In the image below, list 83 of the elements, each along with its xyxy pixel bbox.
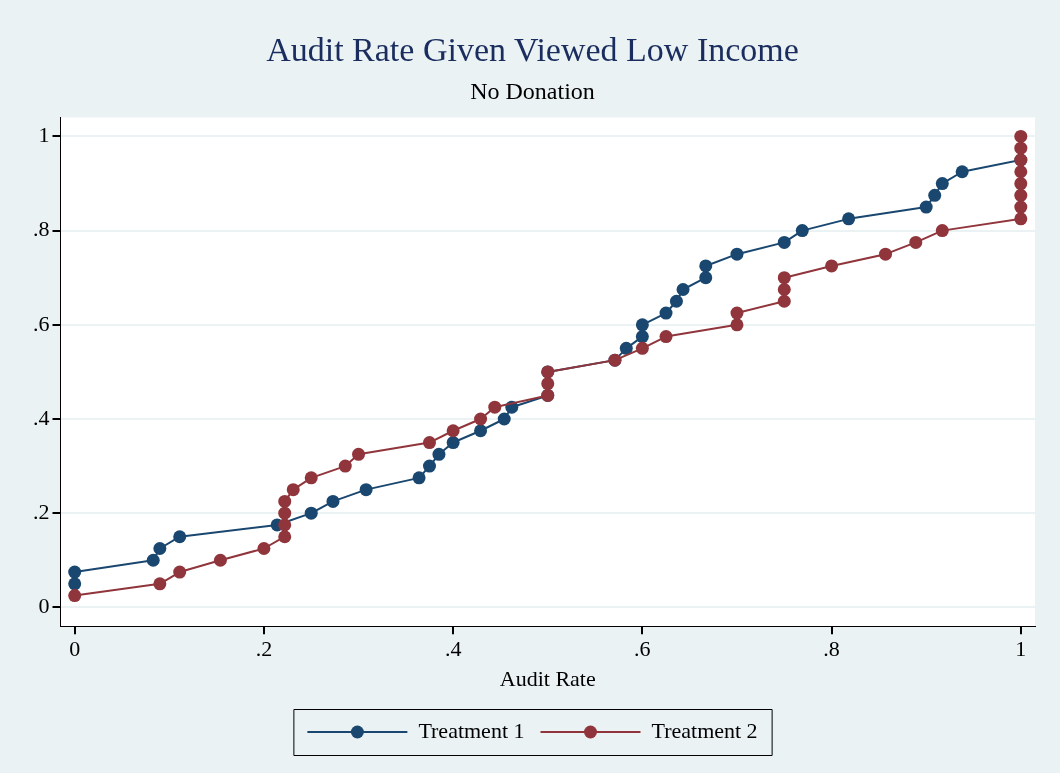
point: [304, 506, 318, 520]
point: [909, 235, 923, 249]
point: [422, 436, 436, 450]
point: [359, 483, 373, 497]
y-tick-label: 0: [38, 593, 50, 619]
point: [635, 341, 649, 355]
point: [935, 177, 949, 191]
x-tick-label: .4: [444, 636, 462, 662]
y-tick-label: .4: [33, 404, 50, 430]
point: [446, 424, 460, 438]
point: [659, 330, 673, 344]
y-tick-label: .6: [33, 310, 50, 336]
point: [919, 200, 933, 214]
point: [278, 494, 292, 508]
point: [278, 506, 292, 520]
point: [825, 259, 839, 273]
x-axis-title: Audit Rate: [499, 665, 596, 691]
point: [1014, 141, 1028, 155]
point: [928, 188, 942, 202]
point: [432, 447, 446, 461]
point: [213, 553, 227, 567]
point: [153, 577, 167, 591]
point: [635, 318, 649, 332]
point: [68, 565, 82, 579]
point: [955, 165, 969, 179]
point: [1014, 177, 1028, 191]
y-tick-label: .8: [33, 216, 50, 242]
point: [619, 341, 633, 355]
point: [1014, 200, 1028, 214]
point: [488, 400, 502, 414]
x-tick-label: .6: [634, 636, 651, 662]
legend-label: Treatment 1: [418, 717, 525, 743]
point: [842, 212, 856, 226]
point: [669, 294, 683, 308]
y-tick-label: 1: [38, 122, 50, 148]
point: [68, 577, 82, 591]
point: [286, 483, 300, 497]
point: [278, 518, 292, 532]
point: [1014, 212, 1028, 226]
point: [699, 259, 713, 273]
legend-label: Treatment 2: [651, 717, 758, 743]
point: [173, 530, 187, 544]
point: [304, 471, 318, 485]
point: [422, 459, 436, 473]
point: [338, 459, 352, 473]
x-tick-label: .8: [823, 636, 840, 662]
point: [1014, 165, 1028, 179]
x-tick-label: 1: [1015, 636, 1027, 662]
point: [730, 318, 744, 332]
point: [497, 412, 511, 426]
y-tick-label: .2: [33, 498, 50, 524]
point: [257, 542, 271, 555]
point: [777, 294, 791, 308]
point: [352, 447, 366, 461]
point: [777, 235, 791, 249]
point: [474, 424, 488, 438]
point: [935, 224, 949, 238]
point: [412, 471, 426, 485]
point: [326, 494, 340, 508]
point: [474, 412, 488, 426]
point: [153, 542, 167, 555]
chart-subtitle: No Donation: [470, 78, 595, 105]
chart-title: Audit Rate Given Viewed Low Income: [266, 31, 799, 69]
point: [1014, 188, 1028, 202]
x-tick-label: 0: [69, 636, 81, 662]
point: [659, 306, 673, 320]
point: [777, 271, 791, 285]
point: [541, 377, 555, 391]
point: [1014, 129, 1028, 143]
point: [173, 565, 187, 579]
point: [879, 247, 893, 261]
x-tick-label: .2: [255, 636, 273, 662]
point: [278, 530, 292, 544]
point: [730, 306, 744, 320]
point: [730, 247, 744, 261]
point: [795, 224, 809, 238]
point: [777, 282, 791, 296]
point: [146, 553, 160, 567]
point: [635, 330, 649, 344]
point: [699, 271, 713, 285]
point: [68, 589, 82, 603]
point: [446, 436, 460, 450]
point: [676, 282, 690, 296]
